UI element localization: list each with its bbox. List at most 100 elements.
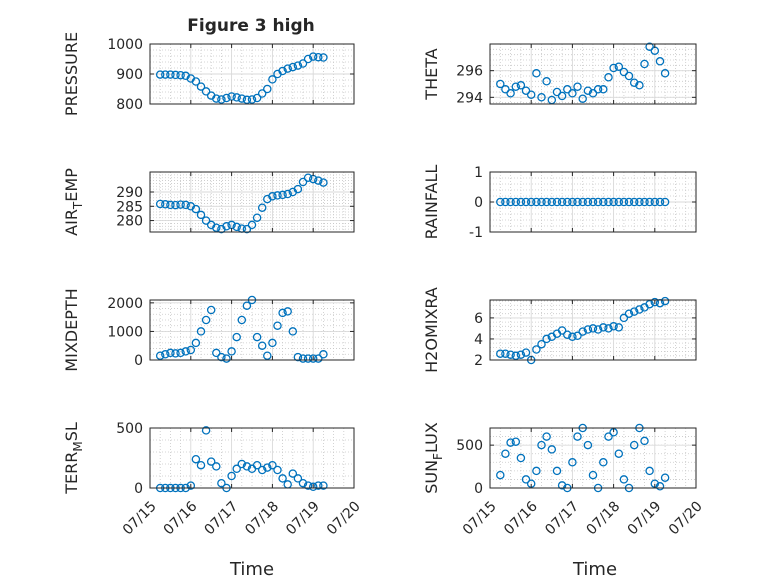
data-point bbox=[308, 354, 318, 363]
data-point bbox=[191, 338, 201, 348]
data-point bbox=[599, 458, 608, 467]
data-point bbox=[588, 470, 598, 480]
data-point bbox=[155, 199, 165, 209]
data-point bbox=[532, 345, 541, 354]
data-point bbox=[501, 197, 510, 207]
data-point bbox=[588, 89, 598, 98]
data-series bbox=[496, 197, 670, 207]
data-point bbox=[252, 213, 262, 222]
y-axis-label: H2OMIXRA bbox=[422, 287, 441, 373]
y-tick-label: 0 bbox=[134, 481, 143, 497]
y-tick-label: 500 bbox=[456, 438, 483, 454]
data-point bbox=[516, 350, 526, 359]
subplot-mixdepth: 0 1000 2000 MIXDEPTH bbox=[62, 288, 355, 372]
data-point bbox=[232, 222, 241, 232]
data-point bbox=[521, 197, 531, 207]
data-point bbox=[217, 95, 226, 104]
data-point bbox=[263, 351, 272, 360]
data-point bbox=[252, 332, 262, 342]
data-series bbox=[155, 426, 328, 493]
data-point bbox=[257, 89, 267, 98]
y-tick-label: 1 bbox=[474, 165, 483, 181]
data-point bbox=[257, 465, 267, 475]
data-point bbox=[604, 197, 613, 207]
y-axis-label: TERRMSL bbox=[62, 422, 85, 495]
data-point bbox=[257, 203, 267, 212]
data-point bbox=[542, 77, 551, 86]
data-point bbox=[614, 197, 624, 207]
subplot-rainfall: -1 0 1 RAINFALL bbox=[422, 165, 697, 241]
data-point bbox=[542, 197, 551, 207]
data-point bbox=[619, 475, 629, 484]
data-point bbox=[263, 463, 272, 472]
data-point bbox=[506, 438, 515, 447]
data-point bbox=[650, 197, 660, 207]
x-tick-label: 07/17 bbox=[202, 498, 242, 538]
data-point bbox=[303, 54, 313, 64]
data-point bbox=[283, 307, 292, 316]
subplot-h2omixra: 2 4 6 H2OMIXRA bbox=[422, 287, 697, 373]
x-tick-label: 07/15 bbox=[120, 498, 160, 538]
axes-box bbox=[149, 171, 355, 233]
data-point bbox=[557, 91, 567, 101]
data-point bbox=[645, 42, 654, 51]
subplot-sun-flux: 0 500 07/15 07/16 07/17 07/18 07/19 07/20 Time SU… bbox=[422, 422, 706, 580]
data-point bbox=[278, 474, 287, 483]
data-point bbox=[593, 197, 603, 207]
data-point bbox=[532, 69, 541, 78]
data-point bbox=[609, 197, 618, 207]
data-point bbox=[563, 330, 572, 339]
data-point bbox=[619, 313, 629, 323]
axes-box bbox=[489, 43, 697, 105]
data-point bbox=[308, 482, 318, 492]
data-point bbox=[619, 197, 629, 207]
data-point bbox=[201, 87, 211, 96]
data-point bbox=[635, 197, 644, 207]
y-tick-label: 800 bbox=[116, 97, 143, 113]
data-point bbox=[206, 305, 216, 315]
data-point bbox=[557, 326, 567, 335]
data-point bbox=[511, 197, 521, 207]
data-point bbox=[268, 192, 277, 201]
data-point bbox=[166, 70, 175, 79]
data-point bbox=[319, 53, 328, 62]
y-axis-label: SUNFLUX bbox=[422, 422, 445, 494]
data-point bbox=[660, 296, 670, 306]
data-point bbox=[552, 197, 562, 207]
data-point bbox=[176, 200, 185, 209]
x-tick-label: 07/18 bbox=[584, 498, 624, 538]
data-point bbox=[593, 85, 603, 94]
data-point bbox=[298, 354, 308, 363]
data-point bbox=[176, 70, 185, 80]
subplot-pressure: 800 900 1000 PRESSURE bbox=[62, 32, 355, 116]
data-point bbox=[655, 197, 665, 207]
data-point bbox=[573, 82, 582, 91]
data-point bbox=[278, 190, 287, 200]
data-point bbox=[645, 466, 654, 476]
data-point bbox=[242, 224, 252, 234]
data-point bbox=[604, 324, 613, 333]
data-point bbox=[196, 327, 206, 336]
data-point bbox=[588, 324, 598, 333]
data-point bbox=[222, 354, 231, 363]
data-point bbox=[232, 93, 241, 102]
data-point bbox=[650, 297, 660, 307]
data-point bbox=[640, 197, 649, 207]
data-point bbox=[568, 89, 577, 98]
data-point bbox=[511, 437, 521, 446]
data-point bbox=[247, 220, 257, 230]
y-tick-label: 2000 bbox=[107, 296, 143, 312]
data-point bbox=[583, 325, 593, 334]
data-point bbox=[201, 315, 211, 325]
data-series bbox=[496, 296, 670, 365]
data-point bbox=[583, 197, 593, 207]
data-point bbox=[496, 79, 505, 89]
data-point bbox=[619, 67, 629, 77]
data-point bbox=[212, 94, 221, 103]
data-point bbox=[552, 466, 562, 476]
data-point bbox=[191, 204, 201, 214]
data-point bbox=[537, 93, 546, 102]
data-point bbox=[171, 70, 180, 80]
